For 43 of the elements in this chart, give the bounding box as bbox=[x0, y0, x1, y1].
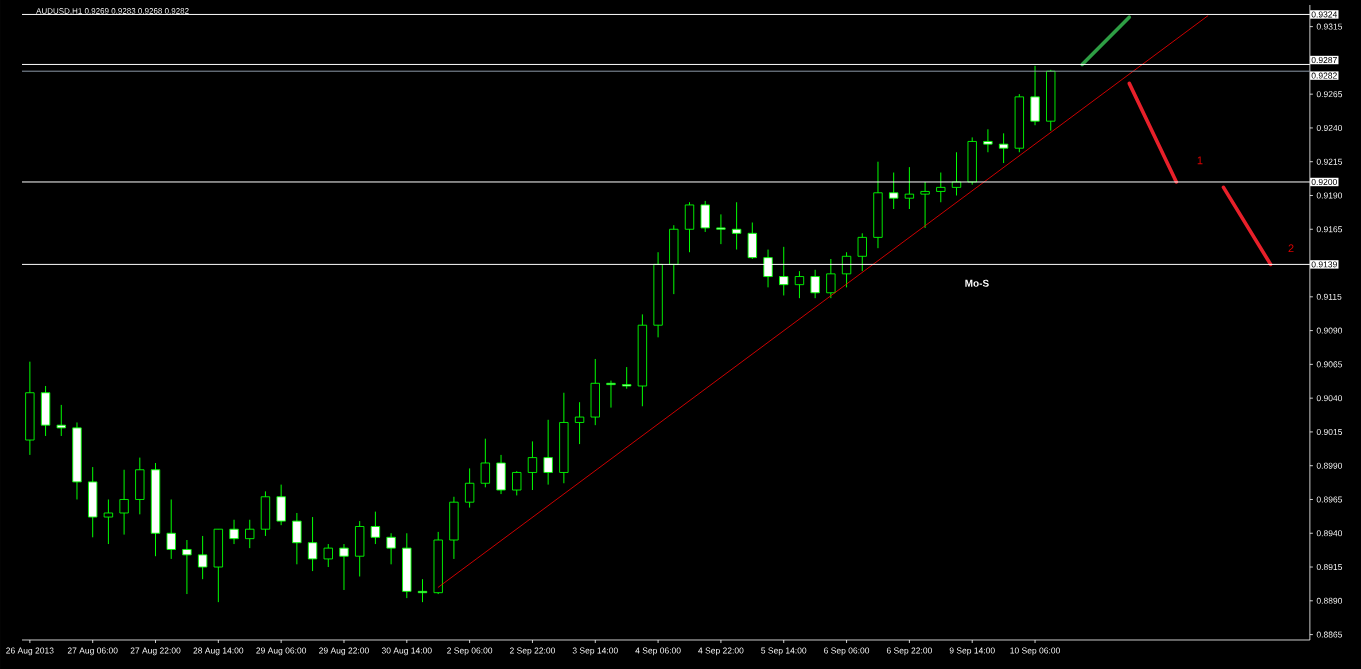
annotation: Mo-S bbox=[965, 279, 989, 287]
ref-line-label: 0.9139 bbox=[1311, 261, 1337, 268]
x-tick-label: 2 Sep 22:00 bbox=[509, 647, 556, 656]
x-tick-label: 4 Sep 22:00 bbox=[698, 647, 744, 656]
y-tick-label: 0.8865 bbox=[1316, 631, 1343, 638]
y-tick-label: 0.9215 bbox=[1316, 158, 1343, 165]
y-tick-label: 0.8965 bbox=[1316, 496, 1343, 503]
annotation: 2 bbox=[1288, 244, 1294, 253]
y-tick-label: 0.9015 bbox=[1316, 428, 1343, 435]
y-tick-label: 0.9065 bbox=[1316, 361, 1343, 368]
x-tick-label: 10 Sep 06:00 bbox=[1010, 647, 1060, 656]
x-tick-label: 6 Sep 22:00 bbox=[886, 647, 932, 656]
y-tick-label: 0.9315 bbox=[1316, 23, 1343, 30]
x-tick-label: 5 Sep 14:00 bbox=[761, 647, 807, 656]
y-tick-label: 0.8990 bbox=[1316, 462, 1343, 469]
x-tick-label: 28 Aug 14:00 bbox=[193, 647, 244, 656]
x-tick-label: 4 Sep 06:00 bbox=[635, 647, 681, 656]
y-tick-label: 0.9115 bbox=[1316, 293, 1342, 300]
x-tick-label: 29 Aug 22:00 bbox=[319, 647, 369, 656]
annotation: 1 bbox=[1197, 156, 1203, 165]
x-tick-label: 3 Sep 14:00 bbox=[572, 647, 618, 656]
x-tick-label: 9 Sep 14:00 bbox=[949, 647, 995, 656]
y-tick-label: 0.9165 bbox=[1316, 226, 1343, 233]
x-tick-label: 27 Aug 22:00 bbox=[130, 647, 181, 656]
y-tick-label: 0.9090 bbox=[1316, 327, 1343, 334]
chart-title: AUDUSD,H1 0.9269 0.9283 0.9268 0.9282 bbox=[36, 8, 189, 15]
y-tick-label: 0.8940 bbox=[1316, 530, 1343, 537]
ref-line-label: 0.9287 bbox=[1311, 57, 1337, 64]
y-tick-label: 0.8890 bbox=[1316, 597, 1343, 604]
y-tick-label: 0.9040 bbox=[1316, 395, 1343, 402]
y-tick-label: 0.9265 bbox=[1316, 91, 1343, 98]
x-tick-label: 2 Sep 06:00 bbox=[447, 647, 493, 656]
y-tick-label: 0.8915 bbox=[1316, 564, 1343, 571]
y-tick-label: 0.9190 bbox=[1316, 192, 1343, 199]
x-tick-label: 29 Aug 06:00 bbox=[256, 647, 307, 656]
x-tick-label: 6 Sep 06:00 bbox=[824, 647, 870, 656]
x-tick-label: 30 Aug 14:00 bbox=[381, 647, 432, 656]
x-tick-label: 27 Aug 06:00 bbox=[67, 647, 118, 656]
ref-line-label: 0.9324 bbox=[1311, 11, 1338, 18]
ref-line-label: 0.9200 bbox=[1311, 178, 1337, 185]
ref-line-label: 0.9282 bbox=[1311, 72, 1337, 79]
y-tick-label: 0.9240 bbox=[1316, 124, 1343, 131]
x-tick-label: 26 Aug 2013 bbox=[6, 647, 54, 656]
